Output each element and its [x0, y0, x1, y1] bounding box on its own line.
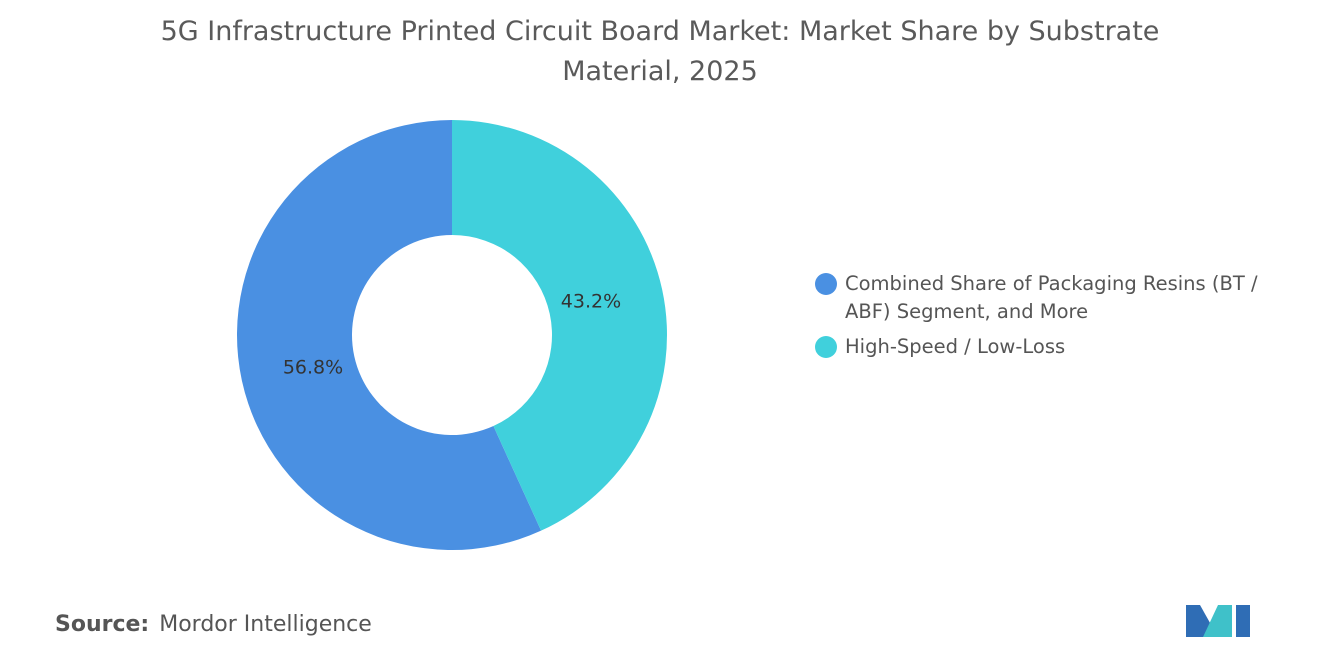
value-label: 56.8%: [283, 356, 343, 378]
source: Source: Mordor Intelligence: [55, 612, 372, 637]
source-label: Source:: [55, 612, 150, 637]
slice: [237, 120, 542, 550]
legend-item: High-Speed / Low-Loss: [815, 333, 1305, 361]
logo: [1186, 605, 1250, 637]
legend-marker: [815, 273, 837, 295]
legend-item: Combined Share of Packaging Resins (BT /…: [815, 270, 1305, 326]
value-label: 43.2%: [561, 291, 621, 313]
legend-label: Combined Share of Packaging Resins (BT /…: [845, 272, 1258, 323]
slice: [452, 120, 667, 531]
chart-title: 5G Infrastructure Printed Circuit Board …: [160, 16, 1160, 87]
legend-label: High-Speed / Low-Loss: [845, 335, 1066, 358]
legend-marker: [815, 336, 837, 358]
source-text: Mordor Intelligence: [159, 612, 372, 637]
